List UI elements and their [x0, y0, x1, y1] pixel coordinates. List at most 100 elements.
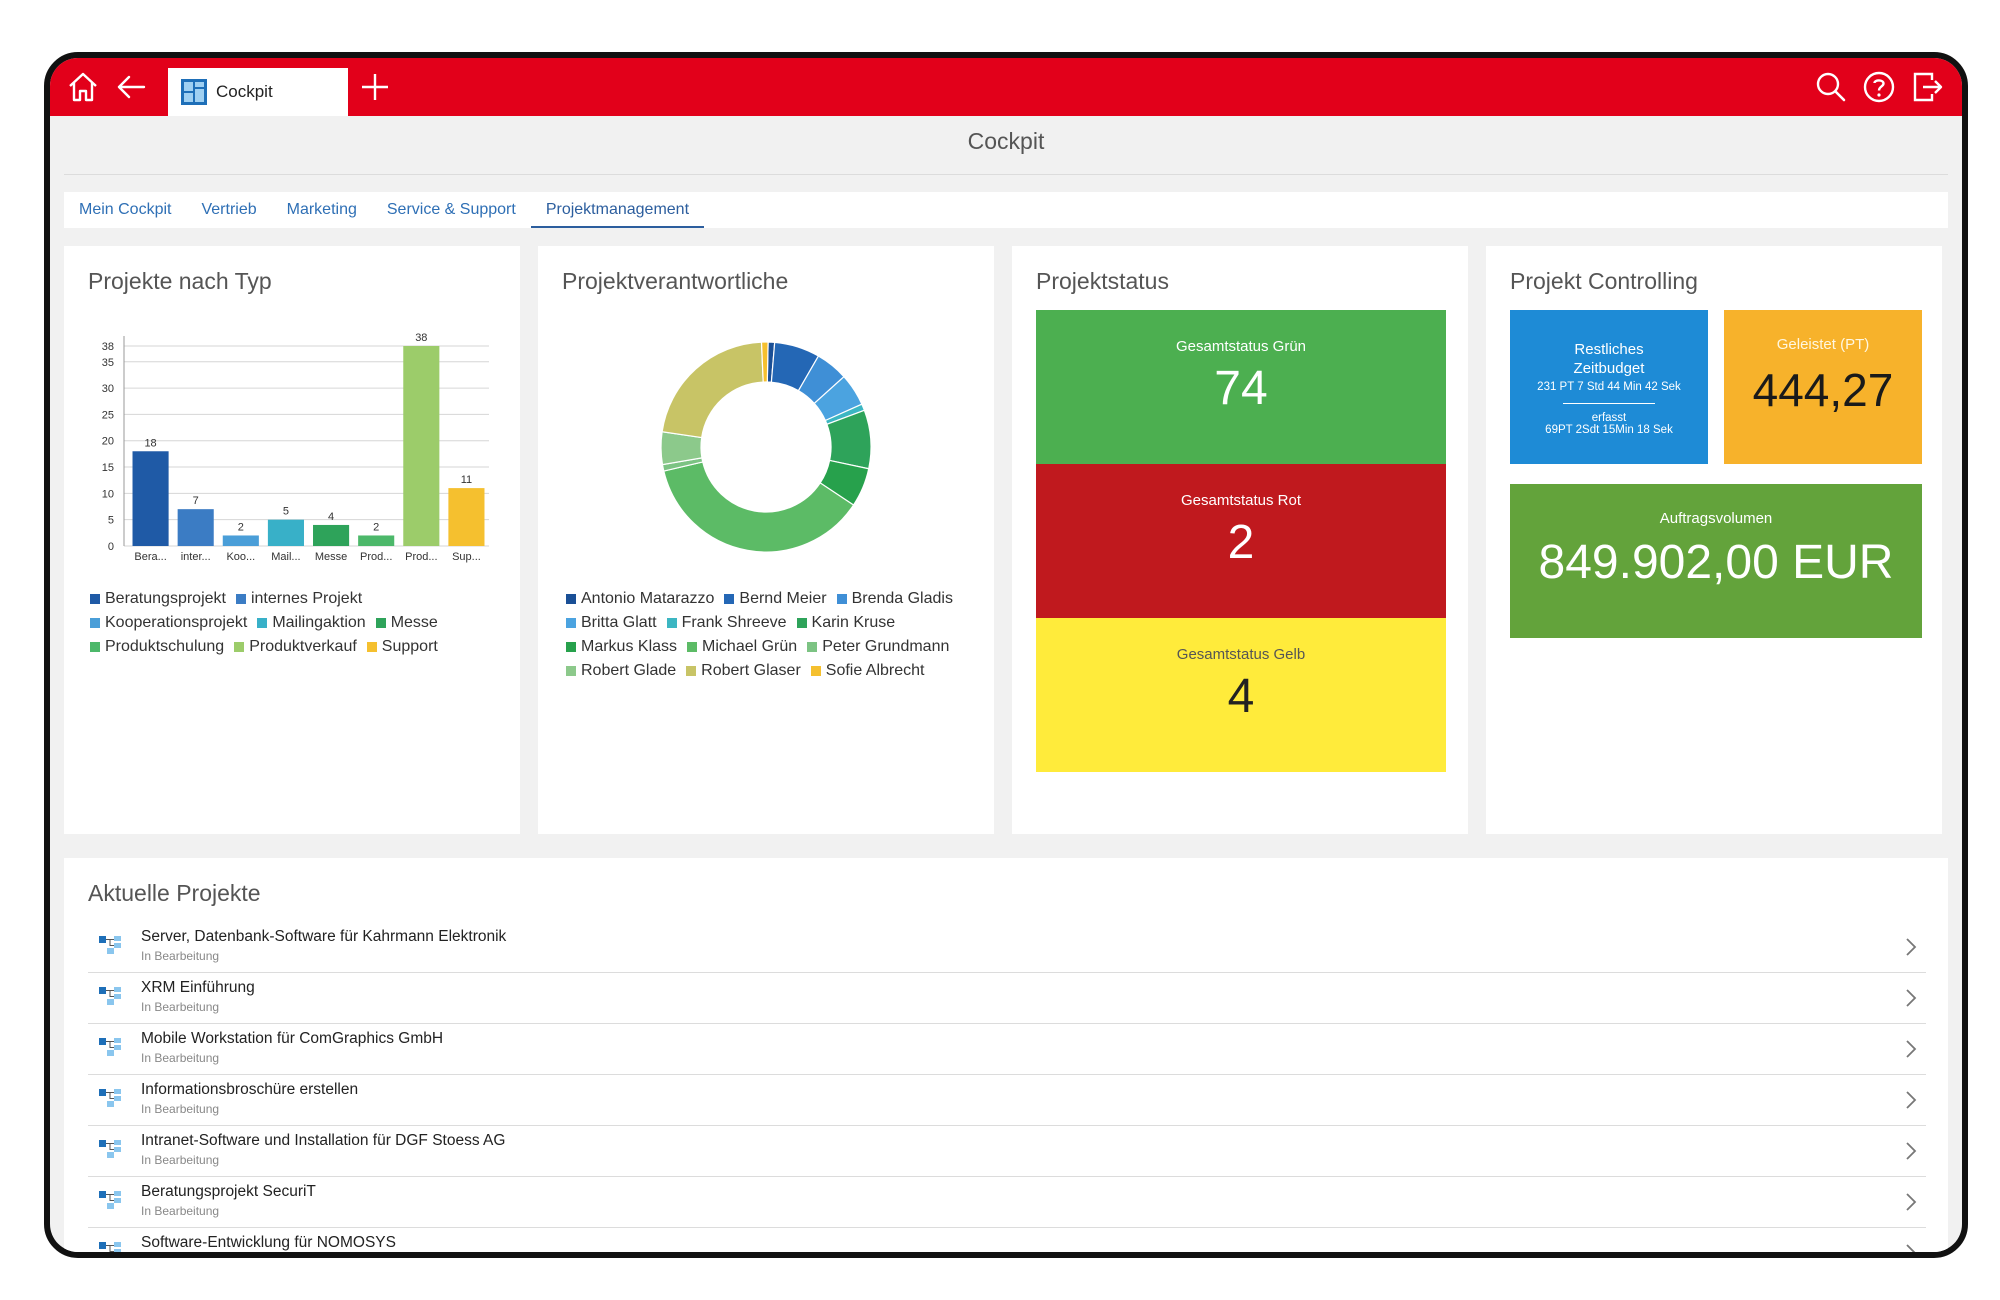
legend-swatch	[90, 618, 100, 628]
bar[interactable]	[222, 535, 259, 546]
donut-chart	[660, 341, 872, 553]
project-row[interactable]: XRM Einführung In Bearbeitung	[88, 973, 1926, 1024]
tab-projektmanagement[interactable]: Projektmanagement	[530, 192, 705, 228]
project-row[interactable]: Software-Entwicklung für NOMOSYS	[88, 1228, 1926, 1252]
y-tick-label: 5	[108, 515, 114, 527]
budget-tile[interactable]: Restliches Zeitbudget 231 PT 7 Std 44 Mi…	[1510, 310, 1708, 464]
legend-item[interactable]: Produktverkauf	[234, 638, 357, 656]
search-icon[interactable]	[1810, 66, 1852, 108]
legend-label: Britta Glatt	[581, 614, 657, 631]
chevron-right-icon[interactable]	[1904, 1191, 1918, 1213]
status-yellow-tile[interactable]: Gesamtstatus Gelb 4	[1036, 618, 1446, 772]
chevron-right-icon[interactable]	[1904, 1089, 1918, 1111]
project-status: In Bearbeitung	[141, 1051, 220, 1065]
legend-item[interactable]: internes Projekt	[235, 590, 362, 608]
bar-value-label: 18	[144, 437, 156, 449]
legend-swatch	[666, 618, 677, 628]
logout-icon[interactable]	[1906, 66, 1948, 108]
legend-swatch	[235, 594, 246, 604]
legend-item[interactable]: Produktschulung	[90, 638, 224, 656]
project-row[interactable]: Mobile Workstation für ComGraphics GmbH I…	[88, 1024, 1926, 1075]
legend-swatch	[257, 618, 268, 628]
tab-cockpit[interactable]: Cockpit	[168, 68, 348, 116]
home-icon[interactable]	[62, 66, 104, 108]
legend-item[interactable]: Messe	[375, 614, 438, 632]
budget-recorded-value: 69PT 2Sdt 15Min 18 Sek	[1545, 424, 1673, 436]
tab-mein-cockpit[interactable]: Mein Cockpit	[79, 201, 172, 218]
chevron-right-icon[interactable]	[1904, 987, 1918, 1009]
x-tick-label: Messe	[315, 551, 347, 563]
status-red-tile[interactable]: Gesamtstatus Rot 2	[1036, 464, 1446, 618]
legend-item[interactable]: Beratungsprojekt	[90, 590, 226, 608]
geleistet-value: 444,27	[1752, 364, 1894, 416]
legend-item[interactable]: Markus Klass	[566, 638, 677, 656]
x-tick-label: Sup...	[452, 551, 481, 563]
bar[interactable]	[403, 346, 440, 546]
auftragsvolumen-value: 849.902,00 EUR	[1538, 536, 1894, 589]
project-row[interactable]: Beratungsprojekt SecuriT In Bearbeitung	[88, 1177, 1926, 1228]
projects-title: Aktuelle Projekte	[88, 880, 261, 906]
auftragsvolumen-tile[interactable]: Auftragsvolumen 849.902,00 EUR	[1510, 484, 1922, 638]
project-name: Server, Datenbank-Software für Kahrmann …	[141, 928, 507, 945]
chevron-right-icon[interactable]	[1904, 936, 1918, 958]
legend-item[interactable]: Support	[366, 638, 438, 656]
legend-item[interactable]: Karin Kruse	[796, 614, 895, 632]
status-green-tile[interactable]: Gesamtstatus Grün 74	[1036, 310, 1446, 464]
legend-label: Mailingaktion	[272, 614, 366, 631]
legend-label: Kooperationsprojekt	[105, 614, 248, 631]
legend-item[interactable]: Robert Glaser	[686, 662, 801, 680]
y-tick-label: 25	[102, 409, 114, 421]
geleistet-tile[interactable]: Geleistet (PT) 444,27	[1724, 310, 1922, 464]
project-row[interactable]: Server, Datenbank-Software für Kahrmann …	[88, 922, 1926, 973]
legend-swatch	[90, 594, 100, 604]
project-row[interactable]: Informationsbroschüre erstellen In Bearbe…	[88, 1075, 1926, 1126]
legend-item[interactable]: Brenda Gladis	[836, 590, 953, 608]
tab-marketing[interactable]: Marketing	[286, 201, 357, 218]
legend-label: Produktverkauf	[249, 638, 357, 655]
project-name: Beratungsprojekt SecuriT	[141, 1183, 316, 1200]
legend-item[interactable]: Bernd Meier	[724, 590, 827, 608]
x-tick-label: Bera...	[134, 551, 166, 563]
chevron-right-icon[interactable]	[1904, 1140, 1918, 1162]
legend-item[interactable]: Sofie Albrecht	[810, 662, 925, 680]
x-tick-label: inter...	[181, 551, 211, 563]
back-arrow-icon[interactable]	[110, 66, 152, 108]
project-status: In Bearbeitung	[141, 1000, 220, 1014]
legend-label: Peter Grundmann	[822, 638, 950, 655]
bar[interactable]	[267, 519, 304, 546]
top-bar: Cockpit	[50, 58, 1962, 116]
project-icon	[99, 1089, 121, 1107]
project-icon	[99, 1191, 121, 1209]
project-icon	[99, 1038, 121, 1056]
donut-slice[interactable]	[661, 341, 764, 439]
cockpit-icon	[181, 79, 207, 105]
bar[interactable]	[132, 451, 169, 546]
donut-slice[interactable]	[663, 461, 855, 553]
legend-item[interactable]: Britta Glatt	[566, 614, 657, 632]
legend-label: Robert Glaser	[701, 662, 801, 679]
legend-item[interactable]: Robert Glade	[566, 662, 676, 680]
donut-slice[interactable]	[760, 341, 769, 383]
legend-item[interactable]: Antonio Matarazzo	[566, 590, 714, 608]
add-tab-icon[interactable]	[354, 66, 396, 108]
chevron-right-icon[interactable]	[1904, 1242, 1918, 1252]
bar-chart: 051015202530353818Bera...7inter...2Koo..…	[102, 332, 489, 563]
legend-item[interactable]: Mailingaktion	[257, 614, 366, 632]
project-row[interactable]: Intranet-Software und Installation für D…	[88, 1126, 1926, 1177]
legend-item[interactable]: Frank Shreeve	[666, 614, 787, 632]
budget-divider	[1563, 403, 1655, 404]
legend-item[interactable]: Kooperationsprojekt	[90, 614, 247, 632]
tab-service-support[interactable]: Service & Support	[386, 201, 516, 218]
bar[interactable]	[358, 535, 395, 546]
help-icon[interactable]	[1858, 66, 1900, 108]
project-status: In Bearbeitung	[141, 949, 220, 963]
tab-vertrieb[interactable]: Vertrieb	[201, 201, 257, 218]
legend-item[interactable]: Peter Grundmann	[807, 638, 949, 656]
legend-item[interactable]: Michael Grün	[687, 638, 797, 656]
bar[interactable]	[313, 524, 350, 546]
legend-swatch	[796, 618, 807, 628]
bar-chart-legend: Beratungsprojekt internes Projekt Kooperat…	[90, 590, 510, 662]
bar[interactable]	[177, 509, 214, 546]
chevron-right-icon[interactable]	[1904, 1038, 1918, 1060]
bar[interactable]	[448, 488, 485, 546]
